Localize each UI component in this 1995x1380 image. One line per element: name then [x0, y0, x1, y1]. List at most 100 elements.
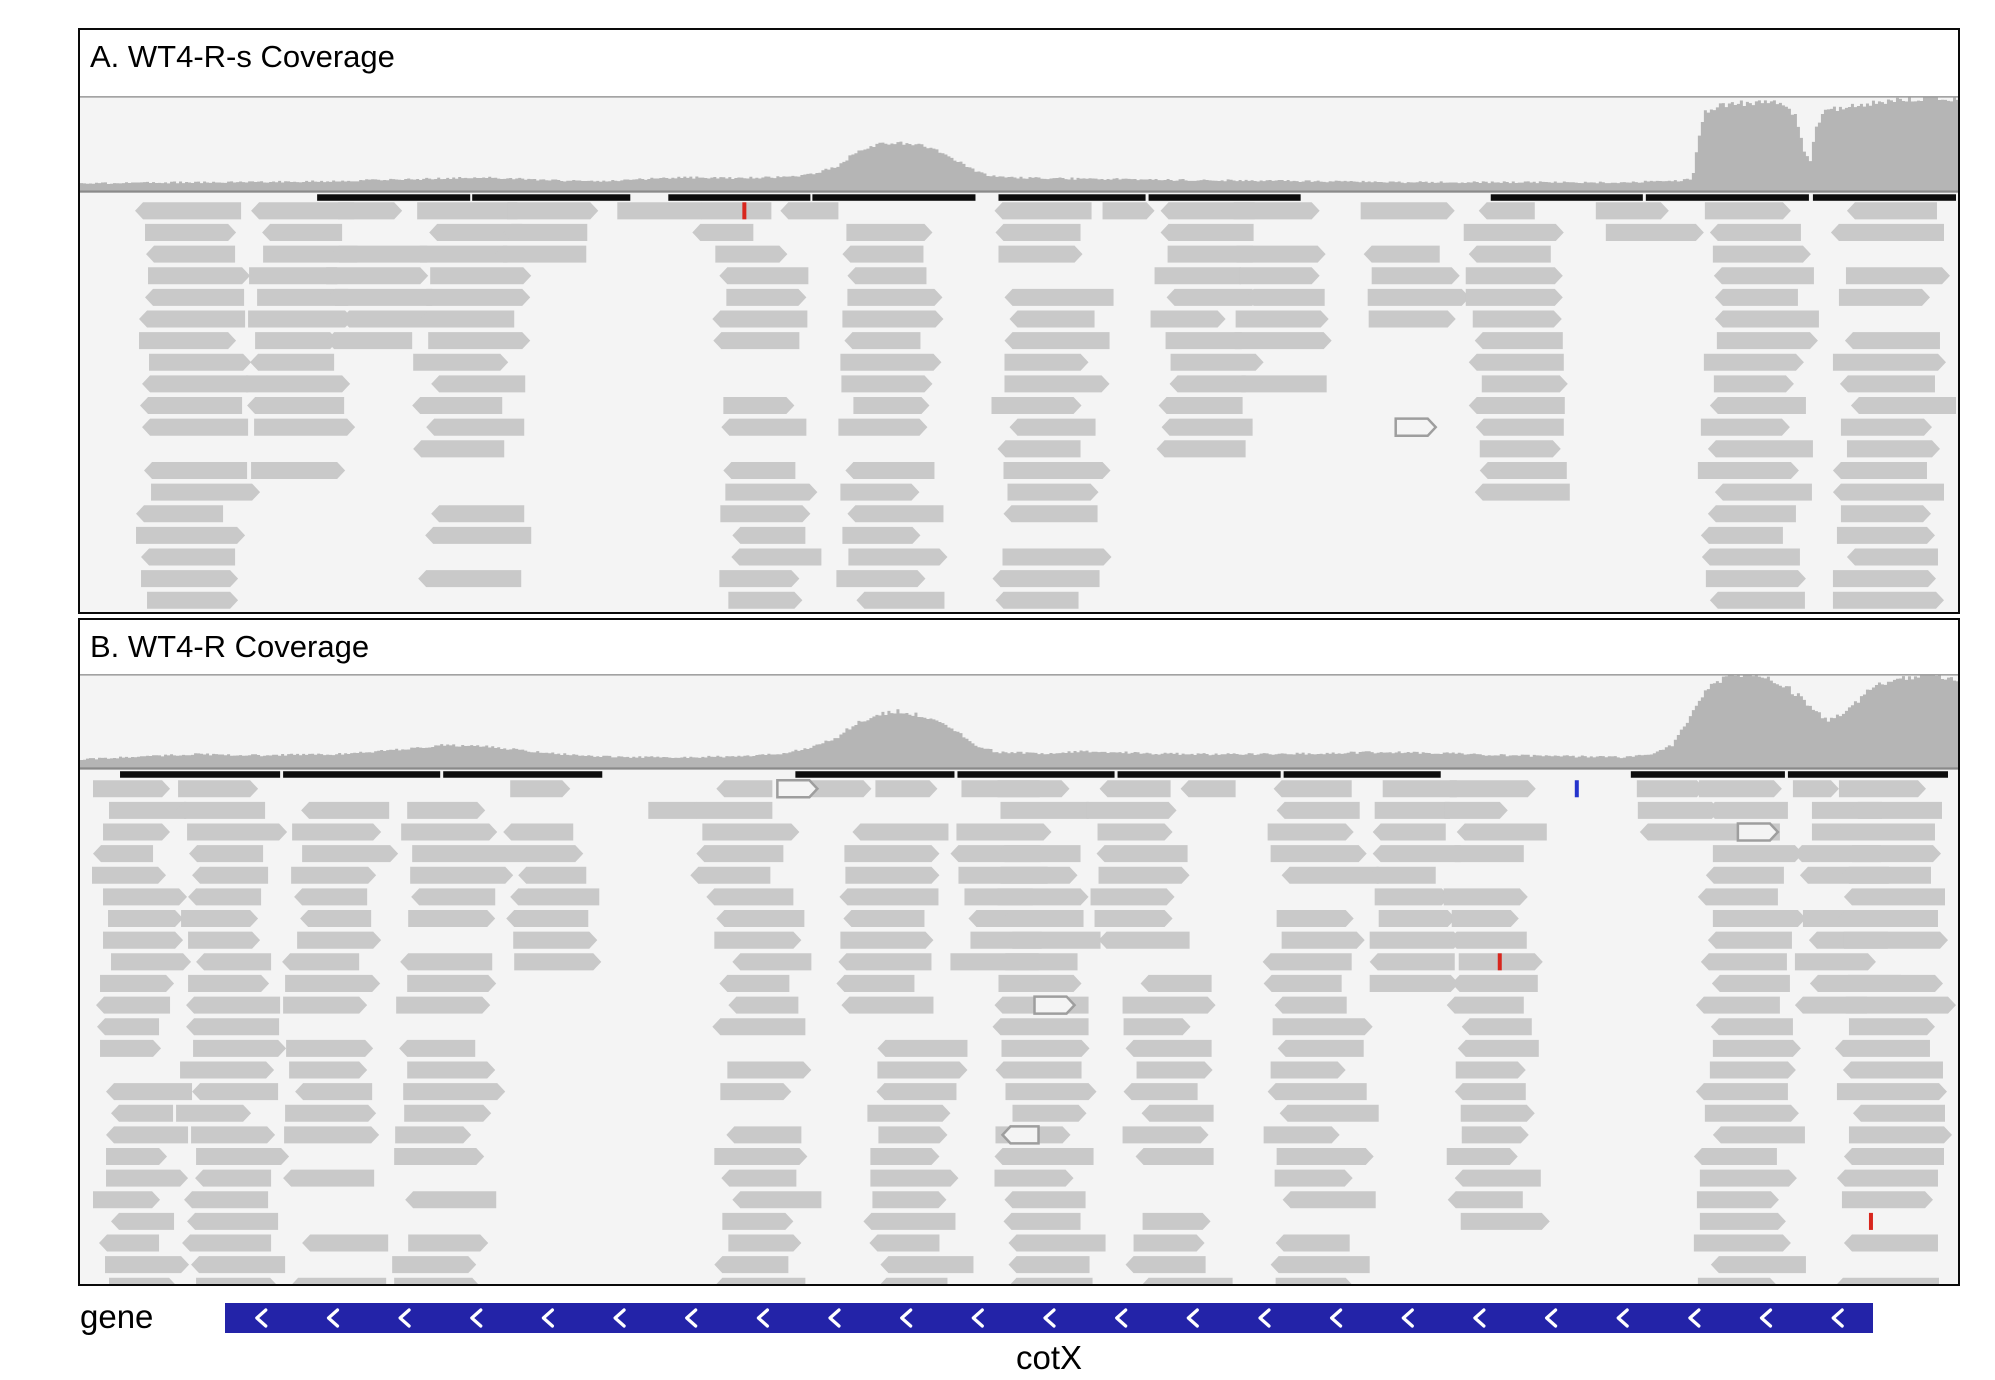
read[interactable] [1454, 1083, 1526, 1101]
read[interactable] [93, 1191, 161, 1209]
read[interactable] [286, 1039, 374, 1057]
read[interactable] [1709, 223, 1801, 241]
read[interactable] [1097, 823, 1173, 841]
read[interactable] [100, 1039, 162, 1057]
read[interactable] [302, 845, 399, 863]
read[interactable] [1843, 931, 1948, 949]
read[interactable] [723, 397, 795, 415]
read[interactable] [996, 845, 1081, 863]
read[interactable] [1696, 1191, 1779, 1209]
read[interactable] [712, 1018, 806, 1036]
read[interactable] [1465, 267, 1563, 285]
read[interactable] [108, 910, 184, 928]
read[interactable] [396, 996, 491, 1014]
read[interactable] [1444, 801, 1508, 819]
read[interactable] [1233, 202, 1320, 220]
read[interactable] [1279, 1104, 1379, 1122]
read[interactable] [1372, 845, 1461, 863]
read[interactable] [1369, 931, 1462, 949]
read[interactable] [1102, 202, 1155, 220]
read[interactable] [400, 953, 493, 971]
read[interactable] [103, 888, 188, 906]
read[interactable] [103, 823, 171, 841]
read[interactable] [1136, 1061, 1213, 1079]
read[interactable] [513, 931, 598, 949]
read[interactable] [723, 461, 796, 479]
read[interactable] [867, 1104, 951, 1122]
read[interactable] [1840, 505, 1931, 523]
read[interactable] [1714, 288, 1798, 306]
read[interactable] [141, 570, 239, 588]
read[interactable] [146, 245, 236, 263]
read[interactable] [289, 1061, 368, 1079]
gene-track-svg[interactable] [0, 1295, 1995, 1350]
read[interactable] [297, 931, 382, 949]
read[interactable] [1714, 310, 1819, 328]
read[interactable] [1012, 1104, 1087, 1122]
read[interactable] [1263, 974, 1342, 992]
read[interactable] [1004, 1191, 1086, 1209]
read[interactable] [1276, 910, 1354, 928]
read[interactable] [1170, 353, 1264, 371]
read[interactable] [1008, 1277, 1093, 1284]
read[interactable] [100, 974, 175, 992]
read[interactable] [1707, 505, 1796, 523]
read[interactable] [843, 910, 925, 928]
read[interactable] [1832, 461, 1927, 479]
read[interactable] [1468, 397, 1565, 415]
read[interactable] [1836, 1083, 1947, 1101]
read[interactable] [431, 375, 526, 393]
read[interactable] [842, 310, 944, 328]
read[interactable] [1003, 461, 1111, 479]
read[interactable] [712, 310, 808, 328]
read[interactable] [1267, 823, 1354, 841]
read[interactable] [992, 570, 1100, 588]
read[interactable] [1235, 310, 1329, 328]
read[interactable] [1713, 267, 1814, 285]
read[interactable] [688, 801, 773, 819]
read[interactable] [839, 888, 939, 906]
read[interactable] [1479, 461, 1567, 479]
read[interactable] [1166, 288, 1253, 306]
read[interactable] [1275, 1277, 1354, 1284]
panel-a-alignment-track[interactable] [80, 30, 1958, 612]
read[interactable] [719, 974, 790, 992]
read[interactable] [992, 1018, 1089, 1036]
read[interactable] [411, 888, 496, 906]
junction-bar[interactable] [443, 771, 603, 778]
read[interactable] [1000, 866, 1078, 884]
read[interactable] [503, 823, 574, 841]
read[interactable] [1133, 1234, 1205, 1252]
read[interactable] [716, 910, 805, 928]
read[interactable] [1461, 1018, 1532, 1036]
read[interactable] [1838, 780, 1926, 798]
read[interactable] [145, 223, 237, 241]
read[interactable] [495, 245, 587, 263]
read[interactable] [176, 801, 266, 819]
read[interactable] [1636, 780, 1705, 798]
read[interactable] [1369, 974, 1459, 992]
read[interactable] [326, 267, 429, 285]
read[interactable] [732, 953, 812, 971]
read[interactable] [1125, 1039, 1212, 1057]
panel-b-alignment-track[interactable] [80, 620, 1958, 1284]
read[interactable] [1004, 353, 1089, 371]
junction-bar[interactable] [668, 194, 811, 201]
read[interactable] [426, 288, 531, 306]
read[interactable] [412, 845, 514, 863]
read[interactable] [1276, 1147, 1374, 1166]
read[interactable] [514, 953, 602, 971]
read[interactable] [731, 548, 822, 566]
read[interactable] [1707, 931, 1792, 949]
read[interactable] [1839, 375, 1935, 393]
junction-bar[interactable] [795, 771, 955, 778]
read[interactable] [1841, 1191, 1933, 1209]
read[interactable] [878, 1126, 948, 1144]
read[interactable] [1848, 1126, 1952, 1144]
read[interactable] [99, 1234, 160, 1252]
read[interactable] [429, 223, 523, 241]
read[interactable] [505, 845, 584, 863]
read[interactable] [726, 288, 807, 306]
read[interactable] [1000, 801, 1097, 819]
read[interactable] [294, 888, 368, 906]
